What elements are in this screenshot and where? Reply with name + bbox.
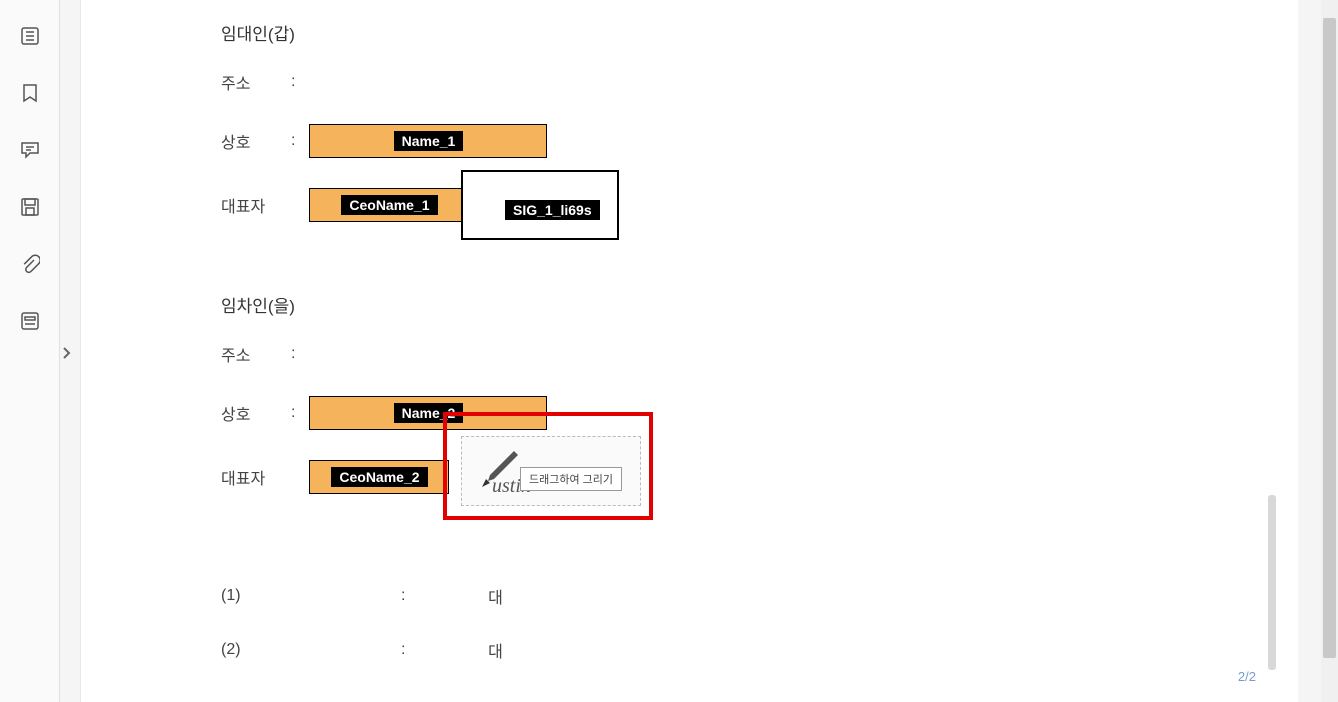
- bookmark-icon[interactable]: [19, 82, 41, 104]
- lessor-ceo-label: 대표자: [221, 193, 291, 217]
- lessor-title: 임대인(갑): [221, 20, 1158, 45]
- scrollbar-thumb[interactable]: [1323, 18, 1336, 658]
- item2-right: 대: [405, 638, 585, 662]
- lessor-address-label: 주소: [221, 70, 291, 94]
- lessee-signature-highlight: ustin 드래그하여 그리기: [443, 412, 653, 520]
- signature-tooltip: 드래그하여 그리기: [520, 467, 622, 491]
- lessee-name-label: 상호: [221, 401, 291, 425]
- lessor-ceo-field[interactable]: CeoName_1: [309, 188, 469, 222]
- item1-label: (1): [221, 587, 401, 605]
- colon: :: [291, 132, 295, 150]
- sidebar: [0, 0, 60, 702]
- lessee-title: 임차인(을): [221, 292, 1158, 317]
- field-tag: CeoName_2: [331, 467, 427, 487]
- colon: :: [291, 73, 295, 91]
- outline-icon[interactable]: [19, 25, 41, 47]
- attachment-icon[interactable]: [19, 253, 41, 275]
- form-icon[interactable]: [19, 310, 41, 332]
- colon: :: [291, 404, 295, 422]
- document-viewport: 임대인(갑) 주소 : 상호 : Name_1 대표자 : CeoName_1 …: [80, 0, 1298, 702]
- lessee-ceo-field[interactable]: CeoName_2: [309, 460, 449, 494]
- minimap-track: [1266, 0, 1276, 702]
- lessee-address-label: 주소: [221, 342, 291, 366]
- document-page: 임대인(갑) 주소 : 상호 : Name_1 대표자 : CeoName_1 …: [81, 0, 1298, 702]
- lessee-signature-dropzone[interactable]: ustin 드래그하여 그리기: [461, 436, 641, 506]
- page-indicator: 2/2: [1238, 669, 1256, 684]
- item2-label: (2): [221, 641, 401, 659]
- save-icon[interactable]: [19, 196, 41, 218]
- lessee-ceo-label: 대표자: [221, 465, 291, 489]
- vertical-scrollbar[interactable]: [1321, 0, 1338, 702]
- lessor-name-field[interactable]: Name_1: [309, 124, 547, 158]
- item1-right: 대: [405, 584, 585, 608]
- lessor-signature-box[interactable]: SIG_1_li69s: [461, 170, 619, 240]
- minimap-thumb[interactable]: [1268, 495, 1276, 670]
- field-tag: Name_1: [394, 131, 464, 151]
- colon: :: [291, 345, 295, 363]
- comment-icon[interactable]: [19, 139, 41, 161]
- field-tag: CeoName_1: [341, 195, 437, 215]
- lessor-name-label: 상호: [221, 129, 291, 153]
- sidebar-collapse-chevron-icon[interactable]: [58, 345, 74, 361]
- field-tag: SIG_1_li69s: [505, 200, 600, 220]
